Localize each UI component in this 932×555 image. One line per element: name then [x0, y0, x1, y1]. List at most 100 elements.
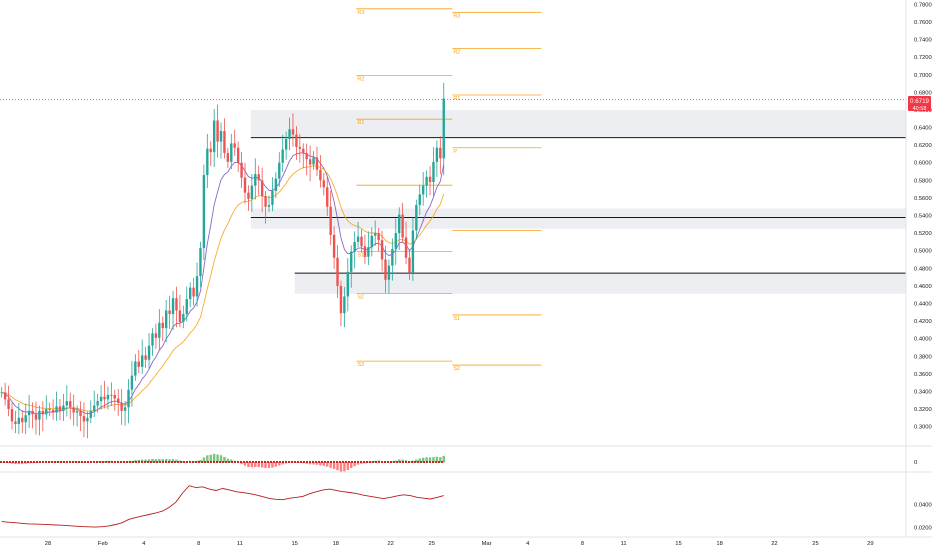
- histogram-bar: [103, 461, 106, 463]
- histogram-bar: [164, 459, 168, 463]
- candle-body: [281, 149, 284, 163]
- candle: [123, 400, 127, 426]
- candle-body: [158, 322, 161, 338]
- candle: [240, 152, 243, 188]
- candle-body: [51, 409, 55, 413]
- candle: [278, 152, 281, 187]
- candle-body: [260, 180, 264, 197]
- candle-body: [195, 276, 199, 297]
- histogram-bar: [158, 458, 161, 463]
- histogram-bar: [206, 455, 209, 463]
- histogram-bar: [336, 462, 339, 471]
- candle: [96, 393, 99, 413]
- candle-body: [404, 237, 408, 258]
- last-price-value: 0.6719: [910, 98, 929, 105]
- histogram-bar: [370, 461, 373, 463]
- candle: [24, 403, 27, 435]
- candle-body: [212, 120, 216, 153]
- candle: [10, 402, 14, 430]
- pivot-label: S1: [453, 316, 460, 322]
- candle: [14, 410, 17, 434]
- histogram-bar: [27, 462, 31, 464]
- candle: [188, 282, 192, 308]
- histogram-bar: [428, 457, 432, 463]
- candle-body: [336, 257, 339, 286]
- zone-rect: [250, 109, 906, 138]
- price-tick-label: 0.4400: [914, 301, 932, 307]
- candle: [404, 221, 408, 264]
- candle: [113, 389, 116, 411]
- candle: [302, 143, 305, 169]
- candle-body: [171, 298, 175, 315]
- candle-body: [288, 129, 291, 139]
- candle: [206, 133, 209, 189]
- candle-body: [65, 401, 69, 406]
- candle-body: [58, 406, 62, 411]
- supply-demand-zones: [250, 109, 907, 294]
- histogram-bar: [274, 462, 278, 467]
- candle-body: [130, 375, 134, 390]
- candle-body: [86, 417, 89, 422]
- pivot-label: S2: [453, 366, 460, 372]
- histogram-bar: [432, 457, 435, 463]
- candle-body: [346, 271, 350, 297]
- candlestick-series[interactable]: [0, 82, 445, 439]
- histogram-bar: [171, 459, 175, 463]
- candle: [69, 392, 72, 420]
- candle-body: [267, 204, 271, 207]
- candle: [226, 147, 230, 169]
- candle-body: [353, 241, 356, 252]
- candle: [439, 136, 442, 175]
- time-axis[interactable]: 28 Feb 4 8 11 15 18 22 25 Mar 4 8 11 15 18 22 25 29: [0, 536, 932, 547]
- candle: [154, 323, 158, 349]
- ma-line: [1, 152, 445, 415]
- histogram-bar: [418, 458, 421, 463]
- candle-body: [72, 407, 75, 413]
- pivot-levels: R3R2R1S1S2S3R3R2R1PS1S2: [356, 8, 542, 372]
- candle: [106, 386, 110, 410]
- candle: [171, 290, 175, 330]
- candle: [51, 399, 55, 420]
- candle: [425, 170, 428, 198]
- candle-body: [363, 246, 367, 257]
- price-tick-label: 0.3800: [914, 354, 932, 360]
- last-price-countdown: 40:58: [913, 106, 927, 112]
- candle: [250, 174, 254, 212]
- candle-body: [75, 410, 79, 413]
- candle-body: [62, 405, 65, 411]
- price-tick-label: 0.5200: [914, 231, 932, 237]
- histogram-bar: [123, 461, 127, 463]
- candle-body: [243, 177, 247, 193]
- histogram-bar: [421, 457, 425, 463]
- candle: [21, 410, 24, 434]
- histogram-bar: [353, 462, 356, 467]
- candle: [322, 172, 326, 196]
- candle-body: [302, 148, 305, 154]
- candle-body: [10, 409, 14, 422]
- histogram-bar: [326, 462, 329, 467]
- candle-body: [350, 251, 353, 272]
- candle-body: [291, 129, 295, 135]
- candle: [260, 167, 264, 213]
- histogram-bar: [130, 460, 134, 463]
- candle-body: [117, 398, 120, 403]
- candle-body: [202, 175, 206, 249]
- candle: [212, 108, 216, 168]
- time-tick-label: 18: [333, 541, 339, 547]
- histogram-bar: [247, 462, 250, 467]
- candle: [151, 328, 154, 356]
- candle-body: [398, 214, 401, 234]
- histogram-bar: [281, 462, 284, 465]
- candle: [127, 379, 130, 424]
- price-axis[interactable]: 0.78000.76000.74000.72000.70000.68000.66…: [905, 0, 932, 537]
- candle-body: [394, 233, 397, 249]
- candle: [236, 141, 240, 172]
- candle: [137, 349, 140, 374]
- histogram-bar: [178, 460, 182, 463]
- candle: [298, 134, 302, 163]
- candle-body: [278, 162, 281, 179]
- candle: [34, 401, 38, 435]
- candle: [202, 164, 206, 261]
